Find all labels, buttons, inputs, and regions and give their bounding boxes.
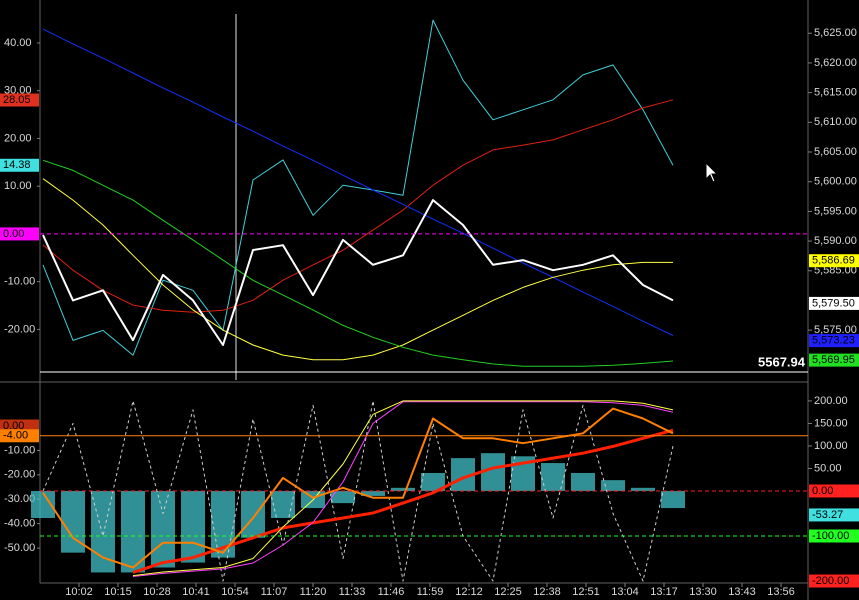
series-line bbox=[42, 199, 674, 346]
series-line bbox=[42, 28, 674, 336]
value-badge-label: -200.00 bbox=[812, 575, 849, 587]
y-tick-label: -50.00 bbox=[4, 542, 35, 554]
value-badge-label: 5,586.69 bbox=[812, 255, 855, 267]
value-badge bbox=[809, 353, 859, 367]
value-badge bbox=[809, 508, 859, 522]
series-line bbox=[132, 400, 674, 577]
y2-tick-label: 5,595.00 bbox=[814, 205, 857, 217]
x-tick-label: 11:07 bbox=[261, 586, 288, 598]
y-tick-label: -10.00 bbox=[4, 276, 35, 288]
value-badge bbox=[809, 254, 859, 268]
histogram-bar bbox=[151, 490, 175, 568]
value-badge bbox=[809, 484, 859, 498]
x-tick-label: 13:56 bbox=[767, 586, 795, 598]
y-tick-label: -10.00 bbox=[4, 444, 35, 456]
value-badge-label: 28.05 bbox=[3, 94, 31, 106]
y2-tick-label: 5,585.00 bbox=[814, 265, 857, 277]
x-tick-label: 13:30 bbox=[689, 586, 717, 598]
x-tick-label: 13:04 bbox=[611, 586, 639, 598]
series-line bbox=[42, 159, 674, 367]
y2-tick-label: 200.00 bbox=[814, 395, 848, 407]
y-tick-label: 10.00 bbox=[4, 180, 32, 192]
value-badge-label: 0.00 bbox=[812, 485, 833, 497]
y2-tick-label: 5,605.00 bbox=[814, 146, 857, 158]
y2-tick-label: 100.00 bbox=[814, 440, 848, 452]
x-tick-label: 10:54 bbox=[221, 586, 249, 598]
value-badge-label: 5,573.23 bbox=[812, 335, 855, 347]
y2-tick-label: 5,600.00 bbox=[814, 176, 857, 188]
y2-tick-label: 5,610.00 bbox=[814, 116, 857, 128]
y-tick-label: 20.00 bbox=[4, 132, 32, 144]
x-tick-label: 11:20 bbox=[300, 586, 327, 598]
histogram-bar bbox=[661, 490, 685, 509]
value-badge-label: 0.00 bbox=[3, 228, 24, 240]
histogram-bar bbox=[241, 490, 265, 538]
x-tick-label: 12:25 bbox=[494, 586, 522, 598]
value-badge bbox=[809, 334, 859, 348]
value-badge bbox=[0, 227, 39, 241]
value-badge-label: 0.00 bbox=[3, 420, 24, 432]
level-label: 5567.94 bbox=[758, 354, 806, 369]
y2-tick-label: 5,575.00 bbox=[814, 324, 857, 336]
y-tick-label: -40.00 bbox=[4, 518, 35, 530]
series-line bbox=[42, 178, 673, 361]
histogram-bar bbox=[181, 490, 205, 563]
histogram-bar bbox=[271, 490, 295, 518]
x-tick-label: 12:12 bbox=[455, 586, 483, 598]
x-tick-label: 10:02 bbox=[65, 586, 93, 598]
value-badge-label: 5,579.50 bbox=[812, 297, 855, 309]
x-tick-label: 12:51 bbox=[572, 586, 600, 598]
x-tick-label: 11:59 bbox=[417, 586, 444, 598]
histogram-bar bbox=[601, 480, 625, 491]
histogram-bar bbox=[331, 490, 355, 504]
histogram-bar bbox=[631, 487, 655, 491]
x-tick-label: 11:33 bbox=[339, 586, 366, 598]
x-tick-label: 10:41 bbox=[182, 586, 210, 598]
value-badge-label: 5,569.95 bbox=[812, 354, 855, 366]
value-badge-label: -4.00 bbox=[3, 430, 28, 442]
x-tick-label: 11:46 bbox=[378, 586, 405, 598]
value-badge bbox=[0, 419, 39, 433]
series-line bbox=[132, 401, 674, 577]
y2-tick-label: 50.00 bbox=[814, 462, 842, 474]
y-tick-label: -30.00 bbox=[4, 493, 35, 505]
value-badge bbox=[809, 296, 859, 310]
y2-tick-label: 5,615.00 bbox=[814, 87, 857, 99]
value-badge-label: -53.27 bbox=[812, 509, 843, 521]
y2-tick-label: 5,625.00 bbox=[814, 27, 857, 39]
histogram-bar bbox=[571, 472, 595, 491]
y-tick-label: 40.00 bbox=[4, 37, 32, 49]
series-line bbox=[42, 400, 674, 582]
series-line bbox=[132, 428, 674, 574]
value-badge bbox=[0, 158, 39, 172]
x-tick-label: 13:43 bbox=[728, 586, 756, 598]
value-badge bbox=[0, 429, 39, 443]
value-badge-label: 14.38 bbox=[3, 159, 31, 171]
x-tick-label: 12:38 bbox=[533, 586, 561, 598]
y-tick-label: -20.00 bbox=[4, 469, 35, 481]
value-badge bbox=[809, 529, 859, 543]
histogram-bar bbox=[391, 487, 415, 491]
histogram-bar bbox=[121, 490, 145, 573]
y2-tick-label: 150.00 bbox=[814, 417, 848, 429]
y2-tick-label: 5,620.00 bbox=[814, 57, 857, 69]
mouse-pointer bbox=[705, 161, 719, 183]
value-badge bbox=[809, 574, 859, 588]
histogram-bar bbox=[421, 472, 445, 491]
x-tick-label: 10:28 bbox=[143, 586, 171, 598]
value-badge-label: -100.00 bbox=[812, 530, 849, 542]
x-tick-label: 13:17 bbox=[650, 586, 678, 598]
y-tick-label: -20.00 bbox=[4, 323, 35, 335]
series-line bbox=[42, 19, 674, 356]
y2-tick-label: 5,590.00 bbox=[814, 235, 857, 247]
x-tick-label: 10:15 bbox=[104, 586, 132, 598]
histogram-bar bbox=[361, 490, 385, 496]
value-badge bbox=[0, 93, 39, 107]
